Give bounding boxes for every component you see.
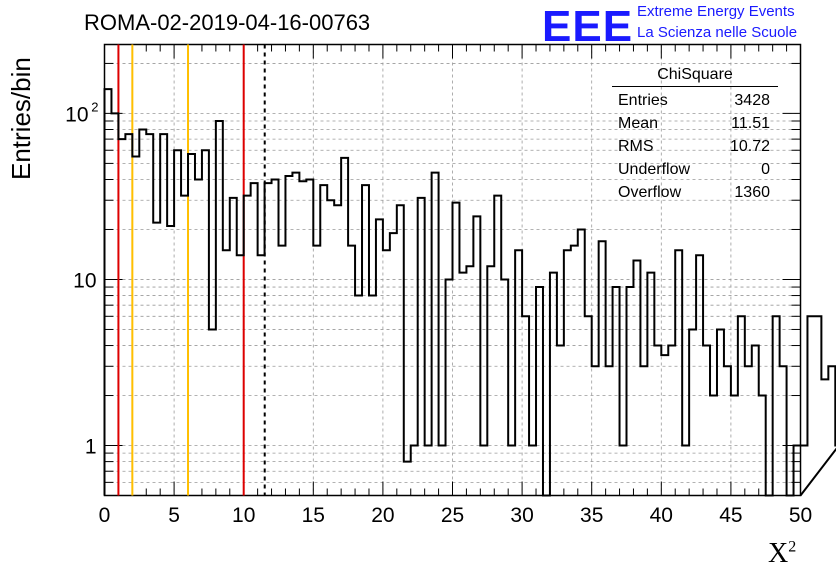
y-tick-label: 10: [73, 269, 96, 292]
chart-title: ROMA-02-2019-04-16-00763: [84, 10, 371, 35]
histogram-series: [103, 88, 836, 497]
stats-value: 10.72: [729, 138, 770, 155]
x-tick-labels: 0 5 10 15 20 25 30 35 40 45 50: [99, 504, 813, 527]
y-tick-label: 10: [65, 103, 88, 126]
y-axis-label: Entries/bin: [6, 57, 36, 180]
x-tick-label: 50: [789, 504, 812, 527]
stats-separator: [612, 86, 778, 87]
x-tick-label: 40: [650, 504, 673, 527]
x-tick-label: 10: [232, 504, 255, 527]
logo-line-2: La Scienza nelle Scuole: [637, 24, 798, 41]
x-tick-label: 0: [99, 504, 111, 527]
stats-value: 1360: [734, 184, 770, 201]
stats-row-rms: RMS 10.72: [612, 135, 778, 158]
x-tick-label: 35: [580, 504, 603, 527]
x-tick-label: 5: [168, 504, 180, 527]
stats-label: Entries: [618, 92, 668, 109]
x-axis-label: X2: [768, 538, 796, 570]
x-tick-label: 15: [302, 504, 325, 527]
stats-row-entries: Entries 3428: [612, 89, 778, 112]
logo-line-1: Extreme Energy Events: [637, 3, 795, 20]
stats-label: Mean: [618, 115, 659, 132]
stats-label: RMS: [618, 138, 654, 155]
stats-row-underflow: Underflow 0: [612, 158, 778, 181]
x-axis-label-text: X: [768, 538, 789, 569]
marker-lines: [117, 44, 266, 496]
stats-label: Underflow: [618, 161, 691, 178]
stats-box: ChiSquare Entries 3428 Mean 11.51 RMS 10…: [612, 66, 778, 204]
x-tick-label: 30: [510, 504, 533, 527]
stats-row-overflow: Overflow 1360: [612, 181, 778, 204]
x-tick-label: 20: [371, 504, 394, 527]
x-axis-label-sup: 2: [788, 538, 797, 556]
stats-value: 0: [761, 161, 770, 178]
x-tick-label: 45: [719, 504, 742, 527]
stats-value: 3428: [734, 92, 770, 109]
stats-label: Overflow: [618, 184, 682, 201]
stats-row-mean: Mean 11.51: [612, 112, 778, 135]
x-tick-label: 25: [441, 504, 464, 527]
stats-title: ChiSquare: [657, 66, 733, 83]
y-tick-label-exponent: 2: [91, 99, 98, 114]
eee-logo: EEE: [542, 2, 634, 51]
y-tick-label: 1: [85, 436, 97, 459]
stats-value: 11.51: [731, 115, 770, 132]
